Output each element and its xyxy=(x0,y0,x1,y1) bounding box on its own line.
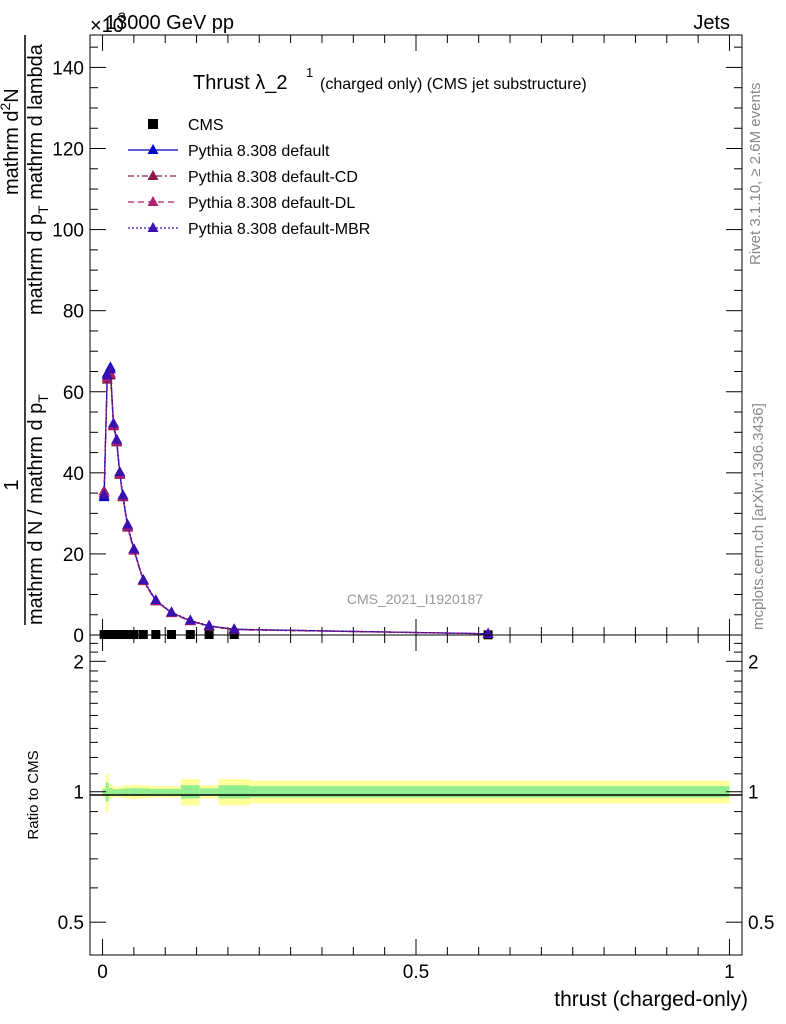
series-line-mbr xyxy=(103,367,489,635)
legend-label: Pythia 8.308 default xyxy=(188,143,330,160)
ratio-band-inner xyxy=(108,788,112,796)
ylabel-right-numerator: mathrm d2N xyxy=(0,88,23,195)
legend-label: Pythia 8.308 default-MBR xyxy=(188,221,370,238)
series-marker-mbr xyxy=(101,369,113,380)
ratio-band-inner xyxy=(149,788,163,795)
rivet-label: Rivet 3.1.10, ≥ 2.6M events xyxy=(747,83,764,266)
ratio-ytick-label-right: 2 xyxy=(748,652,759,673)
main-ylabel: 1 mathrm d N / mathrm d pT mathrm d2N ma… xyxy=(0,35,51,625)
multiplier-label: ×10 xyxy=(90,15,124,37)
main-ytick-label: 120 xyxy=(52,140,84,161)
series-marker-mbr xyxy=(98,489,110,500)
main-ytick-label: 0 xyxy=(73,626,84,647)
series-marker-mbr xyxy=(150,594,162,605)
ratio-plot: 0.5 0.5 1 1 2 2 0 0.5 1 xyxy=(58,634,774,983)
ratio-band-inner xyxy=(249,786,730,798)
ratio-band-inner xyxy=(105,782,109,802)
main-ytick-label: 80 xyxy=(63,302,84,323)
legend-marker-mbr xyxy=(147,222,159,232)
series-line-dl xyxy=(103,371,489,635)
series-marker-mbr xyxy=(184,614,196,625)
legend-label: CMS xyxy=(188,117,224,134)
ratio-ylabel: Ratio to CMS xyxy=(25,750,42,839)
ratio-band-inner xyxy=(115,789,119,795)
ratio-ytick-label-right: 0.5 xyxy=(748,913,774,934)
ylabel-denominator-sub: T xyxy=(35,394,51,403)
ylabel-right-den-end: mathrm d lambda xyxy=(25,43,47,205)
ratio-ytick-label-right: 1 xyxy=(748,783,759,804)
legend-marker-dl xyxy=(147,196,159,206)
ratio-band-inner xyxy=(218,785,250,799)
ratio-xtick-label: 0.5 xyxy=(403,962,429,983)
ratio-band-inner xyxy=(199,788,219,796)
series-marker-mbr xyxy=(111,433,123,444)
series-marker-mbr xyxy=(108,417,120,428)
ratio-ytick-label: 2 xyxy=(73,652,84,673)
ylabel-numerator: 1 xyxy=(1,479,23,490)
ratio-band-inner xyxy=(162,788,181,795)
ratio-xtick-label: 1 xyxy=(724,962,735,983)
plot-title: Thrust λ_2 xyxy=(193,72,287,94)
series-marker-mbr xyxy=(114,466,126,477)
legend-label: Pythia 8.308 default-DL xyxy=(188,195,355,212)
legend: CMS Pythia 8.308 default Pythia 8.308 defa… xyxy=(128,117,370,238)
ratio-uncertainty-bands xyxy=(102,773,730,812)
analysis-watermark: CMS_2021_I1920187 xyxy=(347,591,483,607)
ratio-xtick-label: 0 xyxy=(97,962,108,983)
legend-marker-default xyxy=(147,144,159,154)
ylabel-right-den-sub: T xyxy=(35,205,51,214)
ratio-band-inner xyxy=(121,788,125,795)
ratio-band-inner xyxy=(118,788,122,795)
main-ytick-label: 140 xyxy=(52,58,84,79)
series-marker-mbr xyxy=(128,543,140,554)
series-marker-mbr xyxy=(137,573,149,584)
series-marker-mbr xyxy=(228,623,240,634)
multiplier-exponent: 3 xyxy=(118,9,126,25)
mcplots-label: mcplots.cern.ch [arXiv:1306.3436] xyxy=(750,403,767,630)
ratio-axis-ticks: 0.5 0.5 1 1 2 2 0 0.5 1 xyxy=(58,635,774,983)
ylabel-denominator-main: mathrm d N / mathrm d p xyxy=(25,403,47,625)
main-ytick-label: 20 xyxy=(63,545,84,566)
x-axis-label: thrust (charged-only) xyxy=(554,988,748,1011)
legend-label: Pythia 8.308 default-CD xyxy=(188,169,358,186)
ylabel-denominator: mathrm d N / mathrm d pT xyxy=(25,394,51,625)
ylabel-right-denominator: mathrm d pT mathrm d lambda xyxy=(25,43,51,315)
main-axis-ticks: 0 20 40 60 80 100 120 140 xyxy=(52,35,742,647)
plot-title-sup: 1 xyxy=(306,65,313,80)
ylabel-right-num-end: N xyxy=(1,88,23,102)
main-ytick-label: 60 xyxy=(63,383,84,404)
ratio-band-inner xyxy=(124,788,131,796)
ylabel-right-num-sup: 2 xyxy=(0,103,13,111)
series-marker-mbr xyxy=(104,363,116,374)
main-ytick-label: 100 xyxy=(52,221,84,242)
plot-title-sub: (charged only) (CMS jet substructure) xyxy=(320,76,587,93)
ratio-band-inner xyxy=(137,788,150,796)
main-ytick-label: 40 xyxy=(63,464,84,485)
legend-marker-cms xyxy=(148,119,158,129)
ratio-band-inner xyxy=(130,788,138,796)
beam-label: 13000 GeV pp xyxy=(105,12,234,34)
ylabel-right-num-main: mathrm d xyxy=(1,111,23,195)
series-marker-mbr xyxy=(117,489,129,500)
ratio-band-inner xyxy=(111,788,116,795)
series-marker-mbr xyxy=(203,619,215,630)
process-label: Jets xyxy=(693,12,730,34)
ratio-band-inner xyxy=(180,785,200,799)
ratio-ytick-label: 0.5 xyxy=(58,913,84,934)
series-marker-mbr xyxy=(122,518,134,529)
legend-marker-cd xyxy=(147,170,159,180)
series-marker-mbr xyxy=(166,606,177,617)
ylabel-right-den-main: mathrm d p xyxy=(25,214,47,315)
ratio-ytick-label: 1 xyxy=(73,783,84,804)
